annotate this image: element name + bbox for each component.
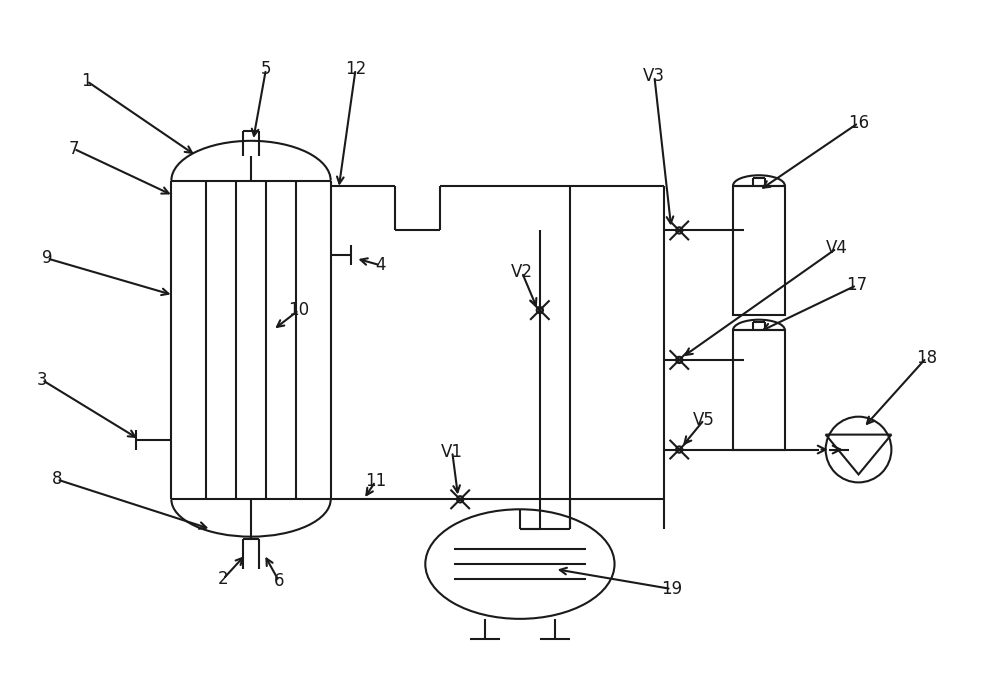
Text: 17: 17 [846,276,867,294]
Text: 7: 7 [69,139,79,158]
Text: V2: V2 [511,263,533,281]
Text: 12: 12 [345,60,366,78]
Text: 6: 6 [274,572,284,590]
Bar [733,330,785,450]
Text: 9: 9 [42,249,52,267]
Text: V1: V1 [441,443,463,460]
Text: 4: 4 [375,257,386,274]
Bar [733,185,785,315]
Text: V4: V4 [826,240,848,257]
Text: 18: 18 [916,349,937,367]
Text: 8: 8 [52,471,62,488]
Text: 10: 10 [288,301,309,319]
Text: 19: 19 [661,580,682,598]
Text: 1: 1 [81,72,92,90]
Text: 5: 5 [261,60,271,78]
Text: 2: 2 [218,570,228,588]
Text: 3: 3 [37,371,47,389]
Text: V3: V3 [643,67,665,85]
Text: V5: V5 [693,411,715,429]
Text: 11: 11 [365,473,386,490]
Text: 16: 16 [848,114,869,132]
